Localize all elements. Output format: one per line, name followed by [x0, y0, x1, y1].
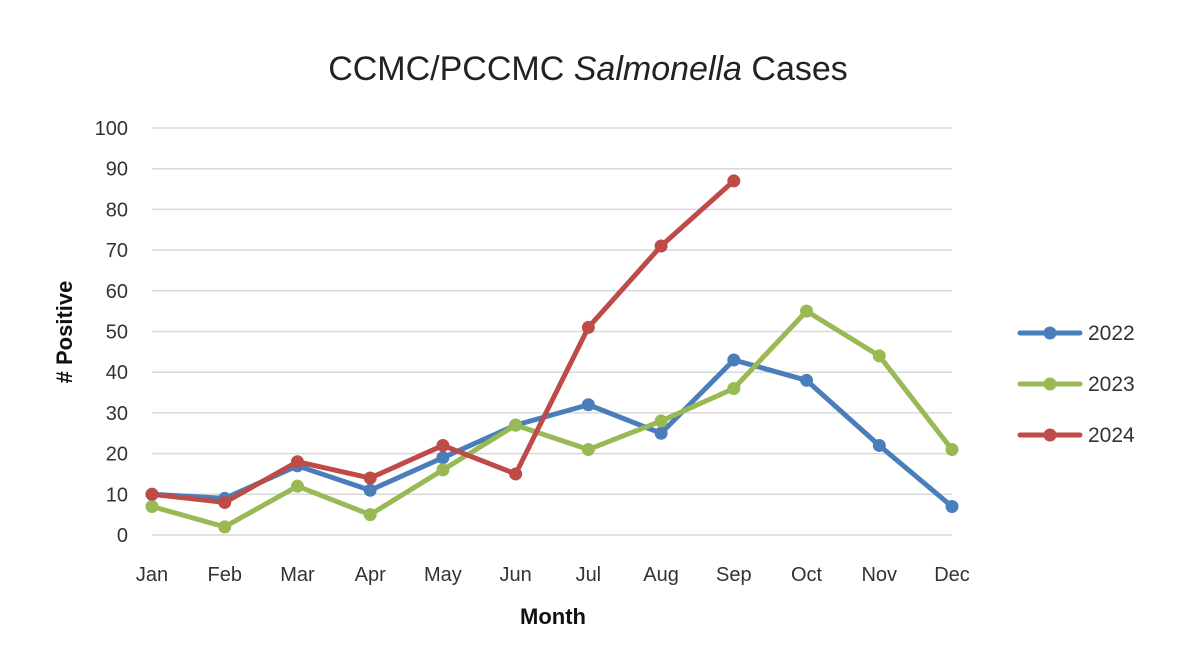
- series-2022: [145, 353, 959, 514]
- series-2024: [145, 174, 741, 509]
- chart-title: CCMC/PCCMC Salmonella Cases: [328, 50, 848, 88]
- data-point: [945, 443, 959, 457]
- x-tick-label: Oct: [791, 564, 823, 586]
- x-tick-label: Mar: [280, 564, 315, 586]
- y-axis-title: # Positive: [52, 281, 77, 384]
- legend-label: 2023: [1088, 373, 1135, 396]
- y-axis-ticks: 0 10 20 30 40 50 60 70 80 90 100: [95, 118, 128, 547]
- data-point: [581, 398, 595, 412]
- x-tick-label: Dec: [934, 564, 970, 586]
- data-point: [290, 479, 304, 493]
- y-tick-label: 0: [117, 525, 128, 547]
- data-point: [363, 483, 377, 497]
- data-point: [654, 414, 668, 428]
- data-point: [872, 349, 886, 363]
- y-tick-label: 100: [95, 118, 128, 140]
- x-tick-label: Jul: [576, 564, 602, 586]
- y-tick-label: 90: [106, 159, 128, 181]
- x-tick-label: Jun: [500, 564, 532, 586]
- data-point: [290, 455, 304, 469]
- series-group: [145, 174, 959, 534]
- series-2023: [145, 304, 959, 534]
- x-tick-label: May: [424, 564, 462, 586]
- data-point: [727, 381, 741, 395]
- data-point: [509, 418, 523, 432]
- series-line: [149, 308, 955, 530]
- x-tick-label: Feb: [207, 564, 241, 586]
- data-point: [436, 463, 450, 477]
- x-axis-ticks: Jan Feb Mar Apr May Jun Jul Aug Sep Oct Nov Dec: [136, 564, 970, 586]
- legend: 2022 2023 2024: [1017, 322, 1135, 447]
- data-point: [945, 500, 959, 514]
- data-point: [363, 508, 377, 522]
- data-point: [581, 443, 595, 457]
- data-point: [145, 500, 159, 514]
- x-tick-label: Jan: [136, 564, 168, 586]
- legend-swatch-marker: [1043, 326, 1057, 340]
- legend-swatch-marker: [1043, 377, 1057, 391]
- x-axis-title: Month: [520, 604, 586, 629]
- legend-label: 2022: [1088, 322, 1135, 345]
- data-point: [581, 320, 595, 334]
- x-tick-label: Aug: [643, 564, 679, 586]
- x-tick-label: Sep: [716, 564, 752, 586]
- data-point: [218, 520, 232, 534]
- y-tick-label: 80: [106, 199, 128, 221]
- x-tick-label: Nov: [861, 564, 897, 586]
- legend-item: 2022: [1017, 322, 1135, 345]
- x-tick-label: Apr: [355, 564, 386, 586]
- data-point: [800, 373, 814, 387]
- y-tick-label: 10: [106, 484, 128, 506]
- data-point: [800, 304, 814, 318]
- y-tick-label: 60: [106, 281, 128, 303]
- data-point: [727, 174, 741, 188]
- data-point: [654, 426, 668, 440]
- data-point: [436, 451, 450, 465]
- y-tick-label: 70: [106, 240, 128, 262]
- data-point: [872, 438, 886, 452]
- y-tick-label: 50: [106, 322, 128, 344]
- data-point: [509, 467, 523, 481]
- y-tick-label: 20: [106, 444, 128, 466]
- legend-label: 2024: [1088, 424, 1135, 447]
- legend-swatch-marker: [1043, 428, 1057, 442]
- data-point: [727, 353, 741, 367]
- data-point: [654, 239, 668, 253]
- legend-item: 2023: [1017, 373, 1135, 396]
- data-point: [145, 487, 159, 501]
- legend-item: 2024: [1017, 424, 1135, 447]
- data-point: [218, 495, 232, 509]
- y-tick-label: 30: [106, 403, 128, 425]
- data-point: [436, 438, 450, 452]
- data-point: [363, 471, 377, 485]
- y-tick-label: 40: [106, 362, 128, 384]
- series-line: [149, 357, 955, 510]
